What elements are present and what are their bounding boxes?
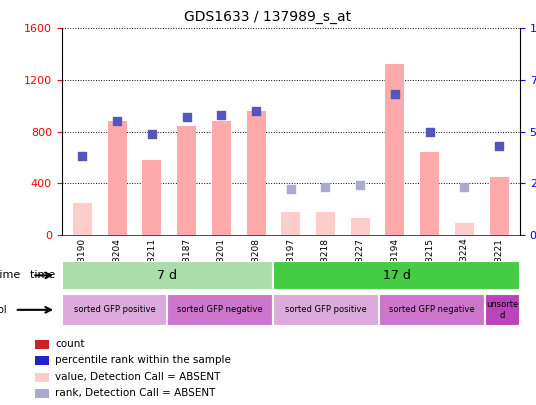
Bar — [177, 126, 196, 235]
Text: time: time — [30, 271, 59, 280]
Text: 17 d: 17 d — [383, 269, 411, 282]
Text: count: count — [55, 339, 85, 349]
Bar — [62, 261, 273, 290]
Point — [460, 184, 468, 191]
Text: time: time — [0, 271, 20, 280]
Bar — [35, 340, 48, 349]
Bar — [489, 177, 509, 235]
Text: sorted GFP negative: sorted GFP negative — [177, 305, 263, 314]
Point — [495, 143, 503, 149]
Bar — [108, 122, 126, 235]
Text: sorted GFP positive: sorted GFP positive — [285, 305, 367, 314]
Bar — [273, 294, 379, 326]
Bar — [35, 389, 48, 398]
Point — [182, 114, 191, 120]
Point — [252, 108, 260, 114]
Bar — [167, 294, 273, 326]
Bar — [62, 294, 167, 326]
Text: sorted GFP negative: sorted GFP negative — [389, 305, 474, 314]
Bar — [379, 294, 485, 326]
Bar — [351, 218, 370, 235]
Text: 7 d: 7 d — [158, 269, 177, 282]
Point — [426, 128, 434, 135]
Point — [356, 182, 364, 189]
Bar — [273, 261, 520, 290]
Point — [113, 118, 122, 125]
Bar — [35, 373, 48, 382]
Bar — [316, 212, 335, 235]
Bar — [420, 152, 439, 235]
Bar — [73, 202, 92, 235]
Point — [321, 184, 330, 191]
Point — [78, 153, 87, 160]
Point — [217, 112, 226, 118]
Bar — [385, 64, 405, 235]
Text: value, Detection Call = ABSENT: value, Detection Call = ABSENT — [55, 372, 221, 382]
Bar — [455, 223, 474, 235]
Text: unsorte
d: unsorte d — [486, 300, 518, 320]
Text: protocol: protocol — [0, 305, 7, 315]
Bar — [35, 356, 48, 365]
Text: sorted GFP positive: sorted GFP positive — [73, 305, 155, 314]
Bar — [281, 212, 300, 235]
Bar — [143, 160, 161, 235]
Point — [391, 91, 399, 98]
Bar — [247, 111, 266, 235]
Bar — [212, 122, 231, 235]
Text: percentile rank within the sample: percentile rank within the sample — [55, 356, 231, 365]
Point — [286, 186, 295, 193]
Text: rank, Detection Call = ABSENT: rank, Detection Call = ABSENT — [55, 388, 215, 398]
Bar — [485, 294, 520, 326]
Point — [147, 130, 156, 137]
Text: GDS1633 / 137989_s_at: GDS1633 / 137989_s_at — [184, 10, 352, 24]
